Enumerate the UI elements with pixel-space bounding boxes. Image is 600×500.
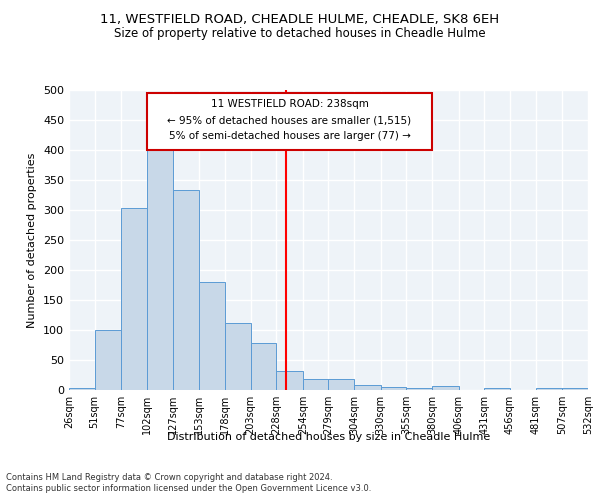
Bar [225,323,251,390]
Text: Contains HM Land Registry data © Crown copyright and database right 2024.: Contains HM Land Registry data © Crown c… [6,472,332,482]
Text: Size of property relative to detached houses in Cheadle Hulme: Size of property relative to detached ho… [114,28,486,40]
Y-axis label: Number of detached properties: Number of detached properties [28,152,37,328]
Bar [276,371,303,390]
Bar [354,385,381,390]
Text: ← 95% of detached houses are smaller (1,515): ← 95% of detached houses are smaller (1,… [167,115,412,125]
Bar [147,142,173,390]
Bar [381,387,406,390]
Bar [303,379,329,390]
Text: Distribution of detached houses by size in Cheadle Hulme: Distribution of detached houses by size … [167,432,490,442]
Bar [147,93,432,150]
Bar [562,388,588,390]
Bar [173,190,199,390]
Bar [432,386,459,390]
Bar [199,282,225,390]
Text: 5% of semi-detached houses are larger (77) →: 5% of semi-detached houses are larger (7… [169,131,410,141]
Text: 11 WESTFIELD ROAD: 238sqm: 11 WESTFIELD ROAD: 238sqm [211,99,368,109]
Bar [406,388,432,390]
Bar [251,343,276,390]
Bar [484,388,510,390]
Text: 11, WESTFIELD ROAD, CHEADLE HULME, CHEADLE, SK8 6EH: 11, WESTFIELD ROAD, CHEADLE HULME, CHEAD… [100,12,500,26]
Bar [329,379,354,390]
Text: Contains public sector information licensed under the Open Government Licence v3: Contains public sector information licen… [6,484,371,493]
Bar [95,330,121,390]
Bar [121,208,147,390]
Bar [69,388,95,390]
Bar [536,388,562,390]
